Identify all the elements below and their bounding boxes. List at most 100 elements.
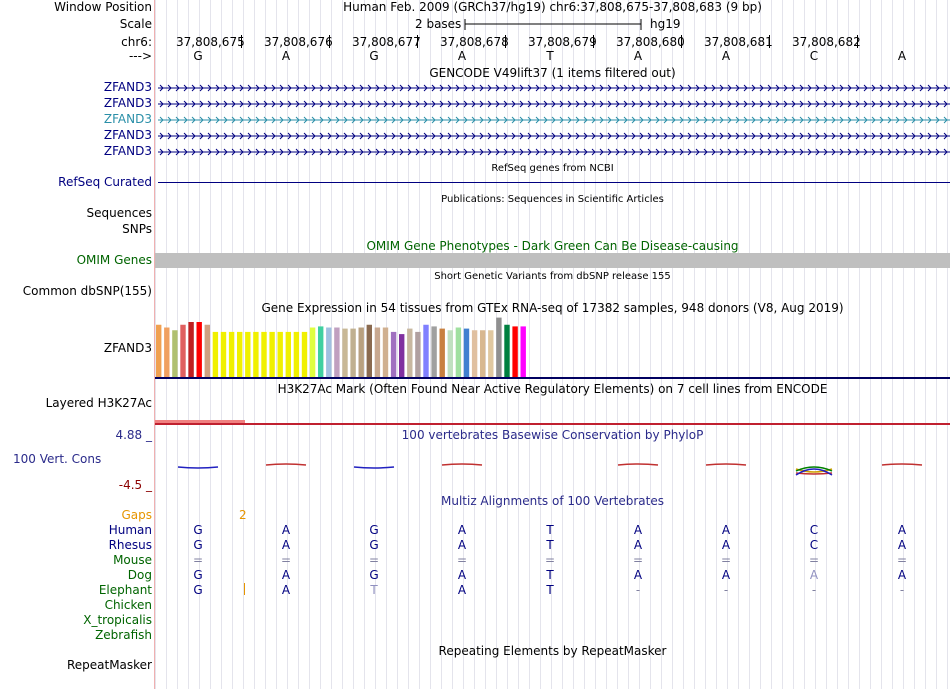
strand-chevron (543, 100, 548, 108)
h3k27ac-label[interactable]: Layered H3K27Ac (45, 396, 152, 410)
strand-chevron (695, 132, 700, 140)
gencode-gene-model[interactable] (158, 83, 950, 93)
alignment-base: A (721, 523, 731, 537)
strand-chevron (167, 148, 172, 156)
strand-chevron (415, 116, 420, 124)
strand-chevron (359, 116, 364, 124)
position-number: 37,808,677 (352, 35, 421, 49)
h3k27ac-signal-pink[interactable] (155, 420, 245, 423)
gencode-item-label[interactable]: ZFAND3 (103, 144, 152, 158)
strand-chevron (687, 84, 692, 92)
strand-chevron (551, 132, 556, 140)
strand-chevron (527, 148, 532, 156)
strand-chevron (791, 116, 796, 124)
strand-chevron (263, 116, 268, 124)
gtex-tissue-bar (318, 326, 324, 377)
gencode-item-label[interactable]: ZFAND3 (103, 112, 152, 126)
strand-chevron (239, 116, 244, 124)
strand-chevron (895, 100, 900, 108)
h3k27ac-signal-red[interactable] (155, 423, 950, 425)
species-label[interactable]: Elephant (98, 583, 152, 597)
strand-chevron (679, 148, 684, 156)
strand-chevron (311, 148, 316, 156)
omim-track-title: OMIM Gene Phenotypes - Dark Green Can Be… (366, 239, 739, 253)
strand-chevron (423, 100, 428, 108)
strand-chevron (759, 148, 764, 156)
gencode-item-label[interactable]: ZFAND3 (103, 96, 152, 110)
species-label[interactable]: Chicken (104, 598, 152, 612)
phylop-ymin: -4.5 _ (118, 478, 152, 492)
phylop-label[interactable]: 100 Vert. Cons (13, 452, 102, 466)
ruler-tick (857, 35, 858, 48)
strand-chevron (407, 116, 412, 124)
species-label[interactable]: Mouse (113, 553, 152, 567)
strand-chevron (487, 116, 492, 124)
strand-chevron (671, 100, 676, 108)
strand-chevron (471, 84, 476, 92)
window-position-value[interactable]: Human Feb. 2009 (GRCh37/hg19) chr6:37,80… (343, 0, 762, 14)
refseq-label[interactable]: RefSeq Curated (58, 175, 152, 189)
strand-chevron (687, 100, 692, 108)
strand-chevron (591, 84, 596, 92)
strand-chevron (767, 148, 772, 156)
species-label[interactable]: X_tropicalis (83, 613, 152, 627)
alignment-base: G (193, 583, 203, 597)
gtex-tissue-bar (164, 327, 170, 377)
refseq-gene-line[interactable] (158, 182, 950, 183)
species-label[interactable]: Rhesus (108, 538, 152, 552)
strand-chevron (607, 116, 612, 124)
gtex-label[interactable]: ZFAND3 (103, 341, 152, 355)
strand-chevron (207, 100, 212, 108)
gencode-gene-model[interactable] (158, 147, 950, 157)
ruler-tick (769, 35, 770, 48)
gencode-gene-model[interactable] (158, 99, 950, 109)
gtex-tissue-bar (455, 327, 462, 377)
gencode-item-label[interactable]: ZFAND3 (103, 128, 152, 142)
dbsnp-label[interactable]: Common dbSNP(155) (22, 284, 152, 298)
strand-chevron (535, 132, 540, 140)
strand-chevron (839, 84, 844, 92)
omim-gene-bar[interactable] (155, 253, 950, 268)
strand-chevron (263, 132, 268, 140)
alignment-base: - (635, 583, 641, 597)
repeatmasker-track-title: Repeating Elements by RepeatMasker (438, 644, 667, 658)
sequences-label[interactable]: Sequences (86, 206, 152, 220)
strand-chevron (855, 148, 860, 156)
gtex-tissue-bar (342, 328, 348, 377)
strand-chevron (271, 116, 276, 124)
strand-chevron (439, 116, 444, 124)
strand-chevron (631, 116, 636, 124)
strand-chevron (551, 100, 556, 108)
strand-chevron (871, 84, 876, 92)
alignment-base: A (633, 538, 643, 552)
gencode-gene-model[interactable] (158, 131, 950, 141)
phylop-plot[interactable] (155, 455, 950, 480)
repeatmasker-label[interactable]: RepeatMasker (66, 658, 152, 672)
h3k27ac-track-title: H3K27Ac Mark (Often Found Near Active Re… (277, 382, 828, 396)
alignment-base: T (546, 523, 554, 537)
strand-chevron (231, 148, 236, 156)
gencode-gene-model[interactable] (158, 115, 950, 125)
alignment-base: A (633, 568, 643, 582)
gtex-tissue-bar (180, 324, 186, 377)
alignment-base: A (281, 583, 291, 597)
gtex-tissue-bar (237, 331, 243, 377)
alignment-base: A (721, 538, 731, 552)
gencode-item-label[interactable]: ZFAND3 (103, 80, 152, 94)
gtex-tissue-bar (496, 317, 502, 377)
strand-chevron (431, 116, 436, 124)
strand-chevron (767, 84, 772, 92)
ruler-tick (417, 35, 418, 48)
gtex-tissue-bar (261, 331, 267, 377)
species-label[interactable]: Dog (127, 568, 152, 582)
snps-label[interactable]: SNPs (122, 222, 152, 236)
strand-chevron (871, 148, 876, 156)
gtex-track-title: Gene Expression in 54 tissues from GTEx … (261, 301, 844, 315)
strand-chevron (191, 100, 196, 108)
gtex-bar-chart[interactable] (155, 315, 950, 380)
species-label[interactable]: Human (108, 523, 152, 537)
strand-chevron (559, 148, 564, 156)
omim-label[interactable]: OMIM Genes (76, 253, 152, 267)
species-label[interactable]: Zebrafish (95, 628, 152, 642)
strand-chevron (335, 116, 340, 124)
